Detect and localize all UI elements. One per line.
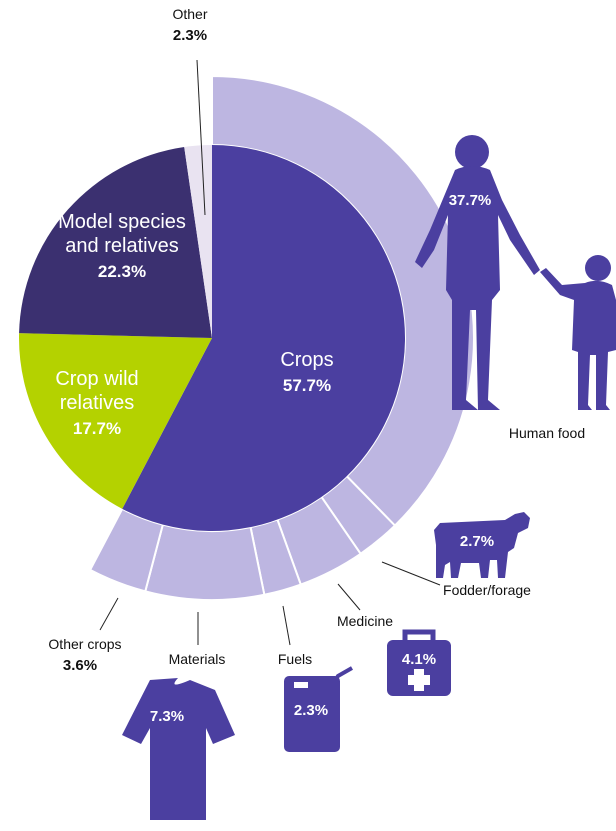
value-label: 17.7% xyxy=(72,419,122,438)
pie-label: Other 2.3% xyxy=(150,6,230,45)
breakdown-value-label: 4.1% xyxy=(401,651,437,668)
breakdown-value-label: 37.7% xyxy=(448,192,492,209)
category-label: Crops xyxy=(280,349,334,371)
pie xyxy=(18,145,406,532)
leader-line xyxy=(282,605,291,646)
breakdown-label: Fuels xyxy=(277,651,313,667)
breakdown-value-label: 2.3% xyxy=(293,702,329,719)
ring xyxy=(88,74,475,601)
human-food-icon xyxy=(415,135,616,410)
pie-label: Model species and relatives 22.3% xyxy=(42,210,202,282)
category-label: Other xyxy=(172,6,208,22)
pie-slice xyxy=(18,333,212,509)
fodder-icon xyxy=(434,512,530,578)
leader-line xyxy=(381,561,441,586)
leader-line xyxy=(99,597,119,631)
breakdown-value-label: 2.7% xyxy=(459,533,495,550)
leaders xyxy=(99,59,441,646)
leader-line xyxy=(337,583,361,611)
breakdown-label: Materials xyxy=(168,651,226,667)
breakdown-label: Medicine xyxy=(336,613,394,629)
value-label: 2.3% xyxy=(172,26,208,44)
value-label: 22.3% xyxy=(97,262,147,281)
pie-slice xyxy=(19,147,213,338)
breakdown-value-label: 7.3% xyxy=(149,708,185,725)
pie-slice xyxy=(122,145,406,532)
pie-slice xyxy=(184,145,212,338)
category-label: Crop wild relatives xyxy=(55,368,139,414)
pie-label: Crop wild relatives 17.7% xyxy=(17,367,177,439)
breakdown-label: Human food xyxy=(508,425,586,441)
pie-label: Crops 57.7% xyxy=(237,348,377,396)
medicine-icon xyxy=(387,629,451,696)
value-label: 57.7% xyxy=(282,376,332,395)
materials-icon xyxy=(122,678,235,820)
breakdown-label: Fodder/forage xyxy=(443,582,531,598)
breakdown-label: Other crops xyxy=(48,636,122,652)
breakdown-value-label: 3.6% xyxy=(62,657,98,674)
ring-segment xyxy=(144,523,266,601)
category-label: Model species and relatives xyxy=(58,211,186,257)
leader-line xyxy=(196,59,206,216)
fuels-icon xyxy=(284,666,353,752)
